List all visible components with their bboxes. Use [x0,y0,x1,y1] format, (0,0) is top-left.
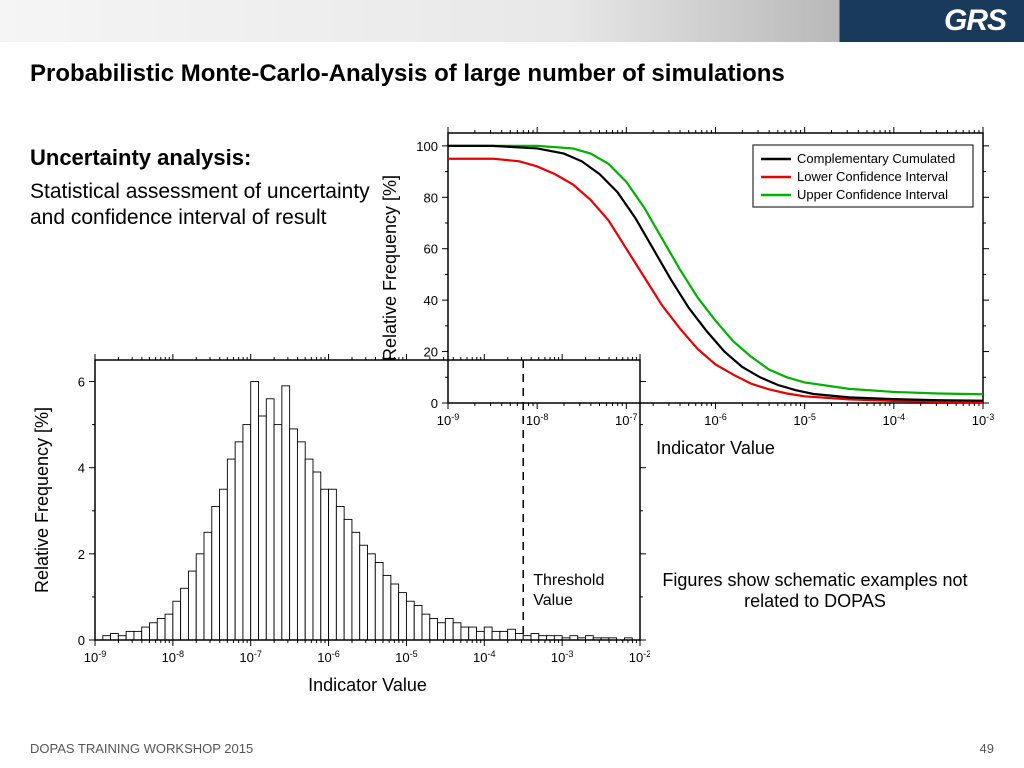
svg-text:60: 60 [424,242,438,257]
svg-text:Lower Confidence Interval: Lower Confidence Interval [797,169,948,184]
svg-text:100: 100 [416,139,438,154]
svg-text:10-3: 10-3 [551,649,574,665]
body-text: Statistical assessment of uncertainty an… [30,179,370,232]
svg-text:10-6: 10-6 [317,649,340,665]
svg-text:10-4: 10-4 [473,649,496,665]
logo: GRS [944,4,1006,38]
svg-text:10-2: 10-2 [629,649,650,665]
svg-text:Relative Frequency [%]: Relative Frequency [%] [32,407,52,593]
svg-text:10-3: 10-3 [972,412,995,428]
footer-right: 49 [980,741,994,756]
svg-text:Indicator Value: Indicator Value [308,675,427,695]
svg-text:6: 6 [78,375,85,390]
svg-text:10-4: 10-4 [883,412,906,428]
svg-text:10-6: 10-6 [704,412,727,428]
svg-text:40: 40 [424,293,438,308]
footer-left: DOPAS TRAINING WORKSHOP 2015 [30,741,253,756]
uncertainty-text: Uncertainty analysis: Statistical assess… [30,145,370,232]
svg-text:10-8: 10-8 [162,649,185,665]
svg-text:0: 0 [78,633,85,648]
svg-text:Relative Frequency [%]: Relative Frequency [%] [380,175,400,361]
histogram-chart: Threshold Value 0 2 4 6 10-9 10-8 10-7 10-6 10-5 10… [30,345,650,705]
svg-text:10-9: 10-9 [84,649,107,665]
subhead: Uncertainty analysis: [30,145,370,171]
svg-text:Upper Confidence Interval: Upper Confidence Interval [797,187,948,202]
svg-text:4: 4 [78,461,85,476]
svg-text:10-7: 10-7 [239,649,262,665]
caption: Figures show schematic examples not rela… [650,570,980,612]
header-bar: GRS [0,0,1024,42]
svg-text:10-5: 10-5 [395,649,418,665]
svg-text:Complementary Cumulated: Complementary Cumulated [797,151,955,166]
svg-text:Indicator Value: Indicator Value [656,438,775,458]
svg-text:10-5: 10-5 [793,412,816,428]
slide-title: Probabilistic Monte-Carlo-Analysis of la… [30,60,785,88]
svg-text:2: 2 [78,547,85,562]
svg-text:Threshold: Threshold [533,572,604,589]
svg-text:Value: Value [533,592,573,609]
svg-text:80: 80 [424,190,438,205]
